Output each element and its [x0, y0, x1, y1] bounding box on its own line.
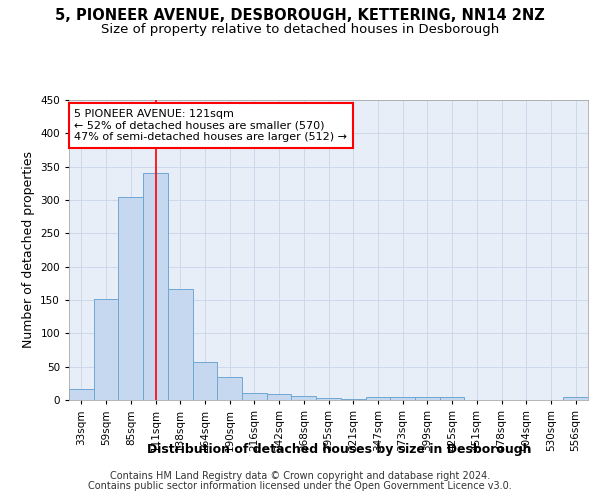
Bar	[168, 288, 193, 400]
Bar	[217, 376, 242, 400]
Bar	[365, 396, 390, 400]
Bar	[193, 362, 217, 400]
Bar	[267, 394, 292, 400]
Bar	[94, 298, 118, 400]
Bar	[143, 174, 168, 400]
Text: Distribution of detached houses by size in Desborough: Distribution of detached houses by size …	[147, 442, 531, 456]
Bar	[341, 398, 365, 400]
Text: Size of property relative to detached houses in Desborough: Size of property relative to detached ho…	[101, 22, 499, 36]
Bar	[563, 396, 588, 400]
Bar	[118, 196, 143, 400]
Bar	[390, 396, 415, 400]
Text: Contains public sector information licensed under the Open Government Licence v3: Contains public sector information licen…	[88, 481, 512, 491]
Text: 5 PIONEER AVENUE: 121sqm
← 52% of detached houses are smaller (570)
47% of semi-: 5 PIONEER AVENUE: 121sqm ← 52% of detach…	[74, 109, 347, 142]
Text: 5, PIONEER AVENUE, DESBOROUGH, KETTERING, NN14 2NZ: 5, PIONEER AVENUE, DESBOROUGH, KETTERING…	[55, 8, 545, 22]
Bar	[316, 398, 341, 400]
Bar	[440, 396, 464, 400]
Text: Contains HM Land Registry data © Crown copyright and database right 2024.: Contains HM Land Registry data © Crown c…	[110, 471, 490, 481]
Y-axis label: Number of detached properties: Number of detached properties	[22, 152, 35, 348]
Bar	[69, 390, 94, 400]
Bar	[415, 396, 440, 400]
Bar	[292, 396, 316, 400]
Bar	[242, 394, 267, 400]
